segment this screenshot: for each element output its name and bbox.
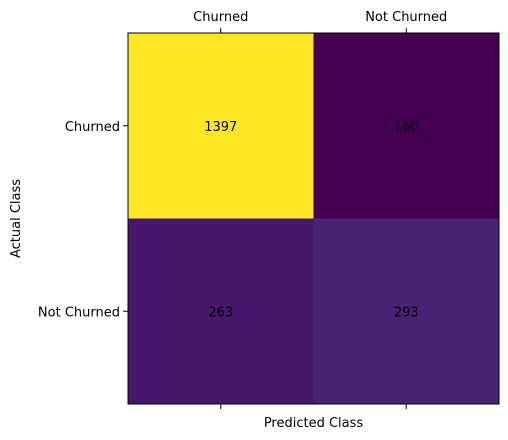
y-axis-label: Actual Class (9, 179, 24, 258)
x-tick-label-0: Churned (193, 10, 248, 25)
cell-value-1-0: 263 (208, 305, 233, 320)
x-tick-label-1: Not Churned (365, 10, 447, 25)
heatmap-cells (128, 33, 499, 404)
plot-frame (127, 32, 500, 405)
heatmap-cell-0-1 (313, 33, 499, 219)
heatmap-cell-1-0 (128, 218, 314, 404)
cell-value-1-1: 293 (394, 305, 419, 320)
axis-ticks: Churned Not Churned Churned Not Churned (38, 10, 447, 409)
y-tick-label-1: Not Churned (38, 305, 120, 320)
y-tick-label-0: Churned (65, 120, 120, 135)
x-axis-label: Predicted Class (264, 416, 364, 431)
heatmap-cell-0-0 (128, 33, 314, 219)
cell-value-0-0: 1397 (204, 120, 237, 135)
cell-value-0-1: 160 (394, 120, 419, 135)
heatmap-cell-1-1 (313, 218, 499, 404)
heatmap-cell-labels: 1397 160 263 293 (204, 120, 418, 321)
